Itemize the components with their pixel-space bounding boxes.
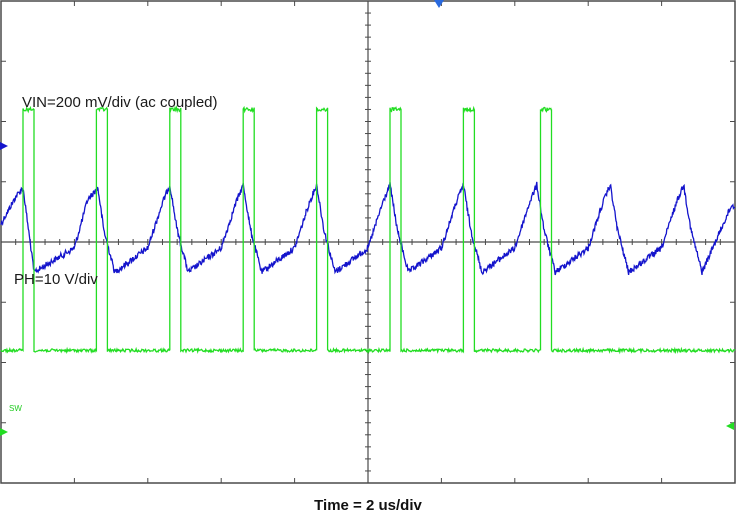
ph-trace bbox=[0, 105, 736, 355]
trigger-position-marker bbox=[434, 0, 444, 8]
x-axis-label: Time = 2 us/div bbox=[314, 497, 422, 514]
ch2-ground-marker bbox=[0, 428, 8, 436]
grid-ticks bbox=[0, 0, 736, 484]
trigger-level-marker bbox=[726, 422, 734, 430]
ph-label: PH=10 V/div bbox=[14, 271, 98, 288]
vin-label: VIN=200 mV/div (ac coupled) bbox=[22, 94, 218, 111]
vin-trace bbox=[0, 181, 735, 276]
sw-marker: SW bbox=[9, 404, 22, 413]
ch1-ground-marker bbox=[0, 142, 8, 150]
